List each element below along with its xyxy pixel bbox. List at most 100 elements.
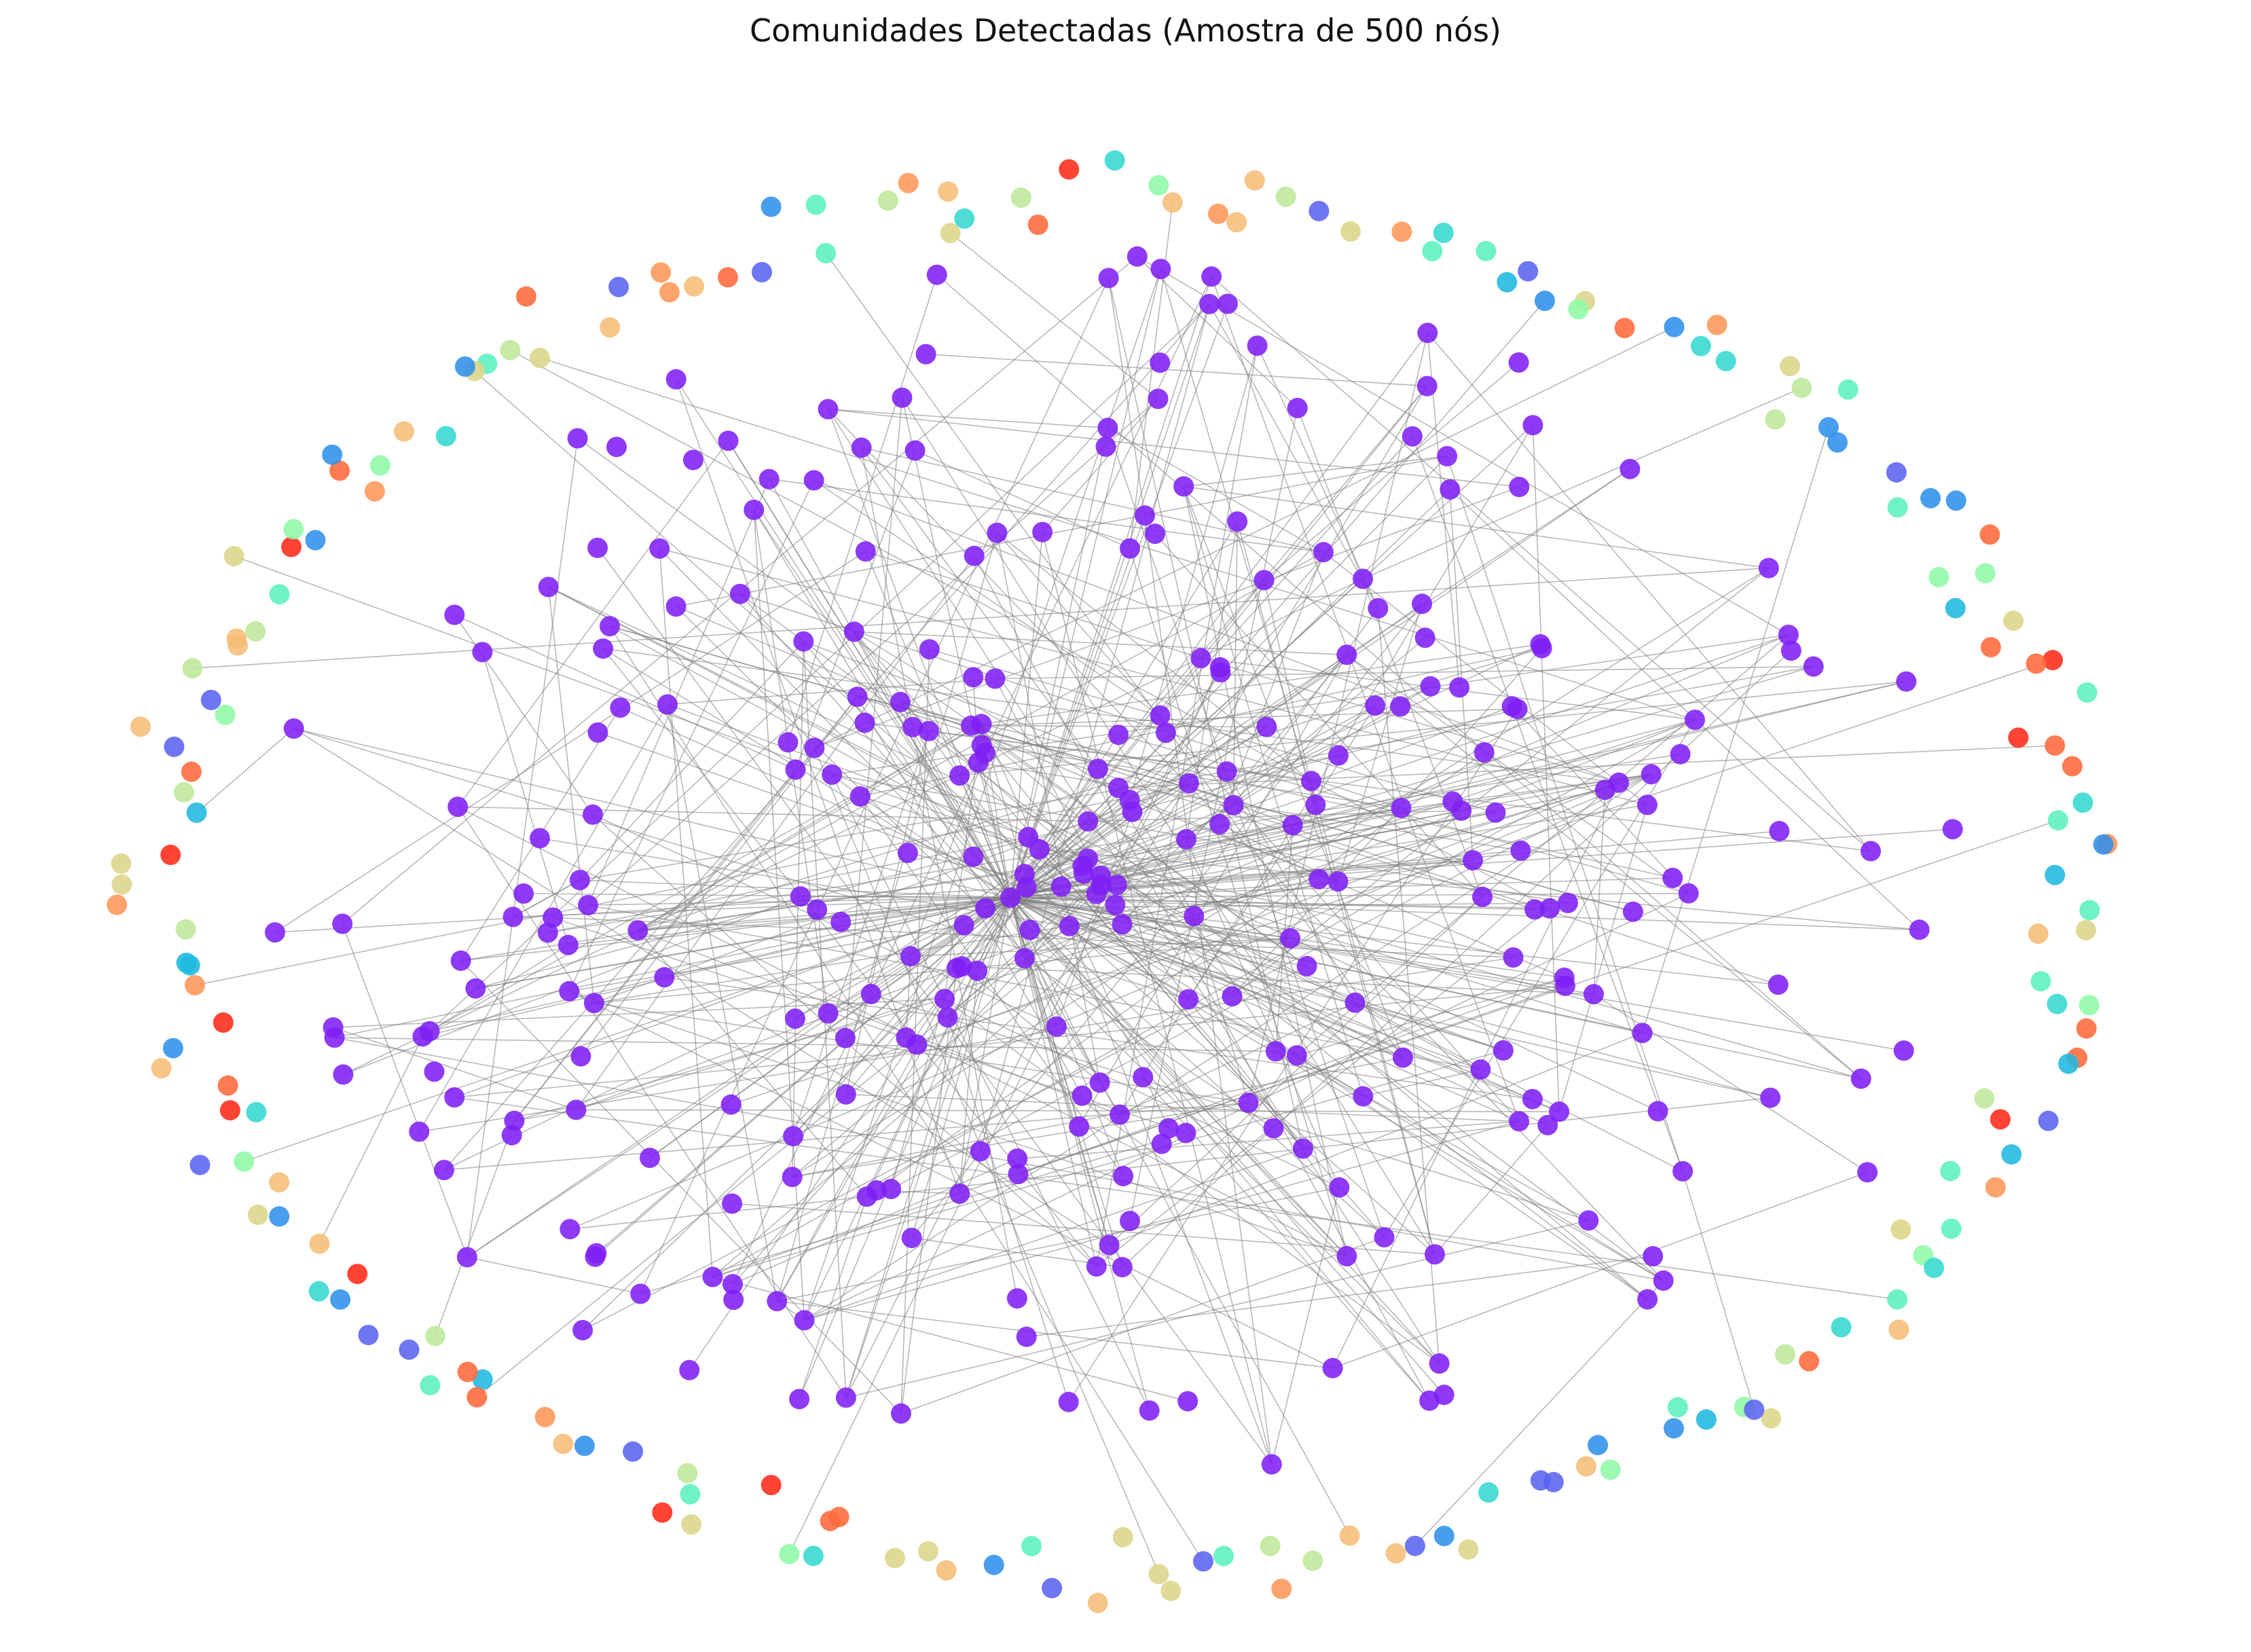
graph-node-small-community [1478,1482,1499,1503]
graph-edge [1296,407,1483,898]
graph-node-small-community [269,1172,290,1193]
graph-node-main-community [1016,1326,1037,1347]
graph-edge [1010,897,1664,1281]
graph-node-small-community [1614,318,1635,339]
graph-edge [1337,604,1423,882]
graph-edge [854,631,1347,656]
graph-edge [659,548,714,1277]
graph-node-main-community [513,883,534,904]
graph-edge [1129,407,1298,1222]
graph-node-main-community [1113,1166,1134,1187]
graph-edge [865,551,1201,659]
graph-node-small-community [309,1233,330,1254]
graph-node-main-community [1449,677,1470,698]
graph-node-main-community [1391,798,1412,818]
graph-edge [1209,304,1379,609]
graph-edge [1010,428,1109,898]
graph-edge [466,1256,641,1295]
graph-edge [985,908,1025,959]
graph-node-main-community [1120,1211,1140,1232]
graph-edge [1264,362,1520,581]
graph-node-small-community [1667,1397,1688,1418]
graph-node-main-community [424,1061,445,1082]
graph-node-main-community [1253,570,1275,591]
graph-node-main-community [1209,813,1230,834]
graph-node-small-community [2003,610,2024,631]
graph-edge [1129,799,1338,882]
graph-edge [825,253,1404,1059]
graph-node-small-community [454,356,475,377]
graph-node-main-community [1470,1059,1491,1080]
graph-edge [192,567,1769,669]
graph-edge [753,509,1011,898]
graph-node-main-community [1008,1164,1029,1185]
graph-edge [915,449,1131,549]
graph-edge [791,641,805,1177]
graph-edge [1160,436,1413,716]
graph-edge [602,648,1619,784]
graph-node-small-community [223,546,244,566]
graph-node-main-community [1509,477,1530,498]
graph-node-small-community [330,1289,351,1310]
graph-node-small-community [1433,223,1454,243]
graph-node-main-community [855,541,876,562]
graph-node-small-community [2030,971,2051,992]
graph-node-small-community [2028,923,2049,944]
graph-node-main-community [1530,634,1551,655]
graph-node-main-community [1019,919,1040,940]
graph-node-main-community [729,583,750,604]
graph-node-main-community [1672,1161,1694,1181]
graph-node-small-community [1664,1418,1684,1439]
graph-node-small-community [1208,203,1228,224]
graph-node-small-community [1087,1592,1108,1613]
graph-node-main-community [1135,505,1155,526]
graph-node-small-community [2008,727,2029,748]
graph-node-small-community [200,689,221,710]
graph-node-small-community [1780,356,1801,377]
graph-node-main-community [1554,968,1575,988]
graph-node-main-community [1322,1357,1343,1378]
graph-node-main-community [919,639,940,660]
graph-node-main-community [967,960,988,981]
graph-node-small-community [2062,756,2083,777]
graph-edge [845,731,930,1095]
graph-node-main-community [569,870,590,891]
graph-node-small-community [500,339,521,361]
graph-node-small-community [1974,1088,1995,1109]
graph-node-small-community [1104,150,1125,171]
graph-node-small-community [1765,409,1786,430]
graph-node-main-community [1127,246,1148,267]
graph-node-main-community [1769,821,1790,841]
graph-edge [1201,657,1696,720]
graph-edge [900,1236,1385,1414]
graph-node-small-community [1391,221,1412,242]
graph-node-main-community [1238,1093,1259,1114]
graph-edge [1338,708,1518,756]
graph-edge [466,438,579,1258]
graph-node-main-community [793,631,814,652]
graph-edge [831,774,1150,1411]
graph-edge [1362,387,1802,580]
graph-edge [667,704,778,1302]
graph-node-small-community [1888,1319,1909,1340]
graph-node-main-community [1861,841,1881,862]
graph-node-main-community [1256,716,1277,737]
graph-edge [1186,773,1651,840]
graph-node-small-community [1543,1471,1564,1492]
graph-edge [640,278,1110,1294]
graph-node-small-community [761,196,782,217]
graph-edge [1323,551,1648,806]
graph-edge [1024,958,1110,1245]
graph-node-main-community [968,752,989,773]
graph-edge [981,644,1541,725]
graph-node-main-community [283,718,304,739]
graph-node-small-community [530,348,551,368]
graph-node-main-community [1222,986,1243,1007]
graph-edge [1010,276,1212,898]
graph-node-small-community [1975,563,1996,584]
graph-node-main-community [1485,802,1506,823]
graph-edge [828,408,1108,429]
graph-node-small-community [189,1154,211,1175]
graph-node-main-community [1105,894,1126,915]
graph-node-main-community [1678,883,1699,904]
